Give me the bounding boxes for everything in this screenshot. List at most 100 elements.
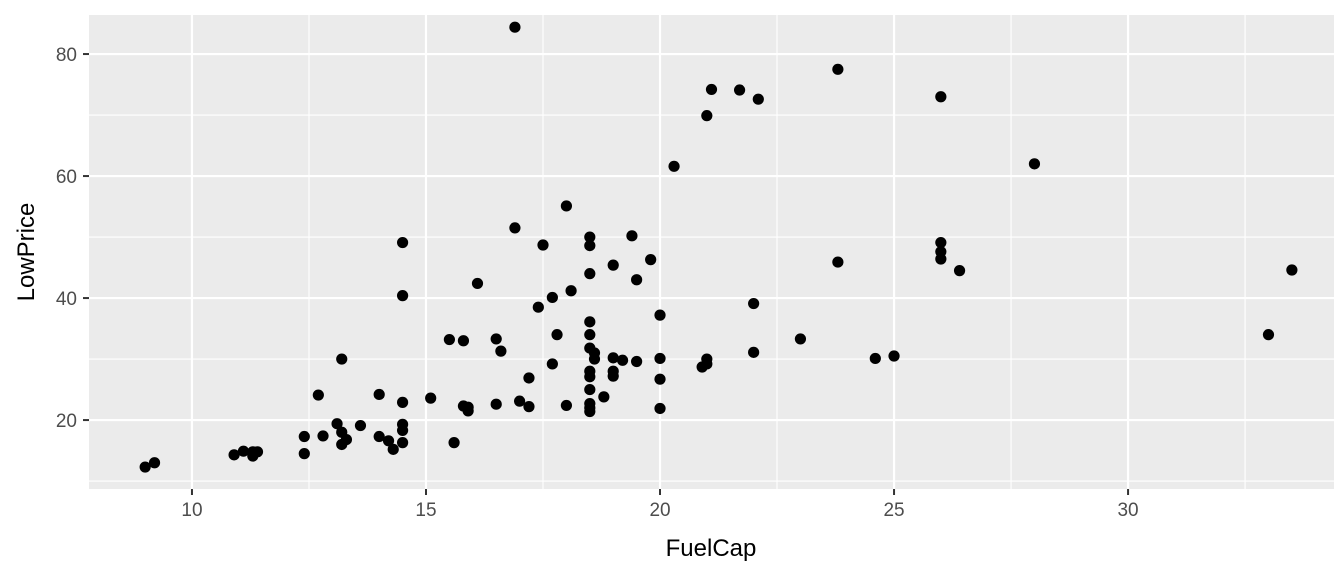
data-point [251, 446, 264, 458]
axis-ticks [83, 53, 1130, 495]
data-point [373, 388, 385, 401]
data-point [607, 259, 619, 271]
data-point [705, 83, 718, 96]
data-point [462, 401, 474, 413]
data-point [139, 461, 151, 473]
y-tick-labels: 20 40 60 80 [56, 45, 77, 432]
data-point [340, 433, 353, 446]
data-point [331, 418, 343, 430]
data-point [701, 110, 713, 122]
data-point [584, 231, 596, 243]
data-point [532, 301, 544, 313]
data-point [382, 435, 395, 447]
y-tick-label: 20 [56, 411, 77, 432]
minor-gridlines [89, 15, 1334, 489]
data-point [598, 391, 610, 403]
data-point [631, 274, 643, 286]
data-point [396, 396, 409, 408]
data-point [336, 353, 348, 365]
x-tick-label: 25 [883, 500, 904, 521]
data-point [654, 402, 666, 415]
data-point [953, 265, 966, 277]
data-point [490, 398, 502, 410]
data-point [616, 354, 629, 366]
data-point [312, 389, 324, 401]
x-tick-label: 10 [181, 500, 202, 521]
data-point [546, 358, 558, 370]
data-point [869, 352, 881, 365]
data-point [317, 430, 329, 442]
data-point [832, 63, 844, 75]
data-point [396, 290, 409, 302]
data-point [935, 253, 947, 265]
y-tick-label: 80 [56, 45, 77, 66]
x-tick-label: 20 [649, 500, 670, 521]
data-point [607, 352, 619, 364]
data-point [832, 256, 844, 268]
data-point [1028, 158, 1041, 170]
data-point [588, 353, 601, 365]
data-point [748, 297, 760, 310]
major-gridlines [89, 15, 1334, 489]
y-axis-title: LowPrice [13, 203, 40, 302]
data-point [457, 335, 470, 347]
data-point [425, 392, 437, 404]
data-point [584, 268, 596, 280]
data-point [523, 401, 535, 413]
data-point [354, 419, 367, 432]
data-point [396, 424, 409, 437]
data-point [560, 200, 573, 212]
data-point [584, 371, 596, 383]
data-point [607, 370, 619, 382]
data-point [584, 329, 596, 341]
data-point [537, 239, 549, 251]
data-point [935, 91, 947, 103]
data-point [448, 437, 460, 449]
data-point [514, 395, 526, 407]
data-point [935, 236, 947, 249]
y-tick-label: 40 [56, 289, 77, 310]
y-tick-label: 60 [56, 167, 77, 188]
data-point [396, 437, 409, 449]
data-point [626, 230, 638, 242]
data-point [1286, 264, 1298, 276]
data-point [148, 457, 161, 469]
x-axis-title: FuelCap [666, 535, 757, 562]
data-point [298, 448, 310, 460]
data-point [509, 21, 521, 33]
data-point [387, 443, 399, 455]
data-point [701, 353, 713, 365]
data-point [654, 352, 666, 365]
data-point [546, 291, 558, 304]
data-point [654, 373, 666, 385]
data-point [237, 445, 250, 457]
data-point [584, 383, 596, 396]
data-point [584, 316, 596, 328]
data-point [443, 333, 455, 346]
x-tick-label: 30 [1117, 500, 1138, 521]
data-point [490, 333, 502, 345]
data-point [551, 329, 563, 341]
data-point [509, 222, 521, 234]
data-point [654, 309, 666, 321]
x-tick-label: 15 [415, 500, 436, 521]
data-point [668, 160, 680, 172]
data-point [298, 430, 310, 443]
data-points [139, 21, 1298, 473]
data-point [495, 345, 507, 357]
data-point [523, 372, 535, 384]
data-point [645, 254, 657, 266]
data-point [560, 399, 573, 412]
data-point [794, 333, 807, 345]
data-point [584, 239, 596, 252]
data-point [752, 93, 764, 105]
data-point [748, 346, 760, 358]
data-point [396, 236, 409, 249]
data-point [1262, 329, 1275, 341]
data-point [631, 355, 643, 368]
data-point [565, 285, 577, 297]
data-point [373, 430, 385, 443]
x-tick-labels: 10 15 20 25 30 [181, 500, 1138, 521]
data-point [584, 405, 596, 418]
